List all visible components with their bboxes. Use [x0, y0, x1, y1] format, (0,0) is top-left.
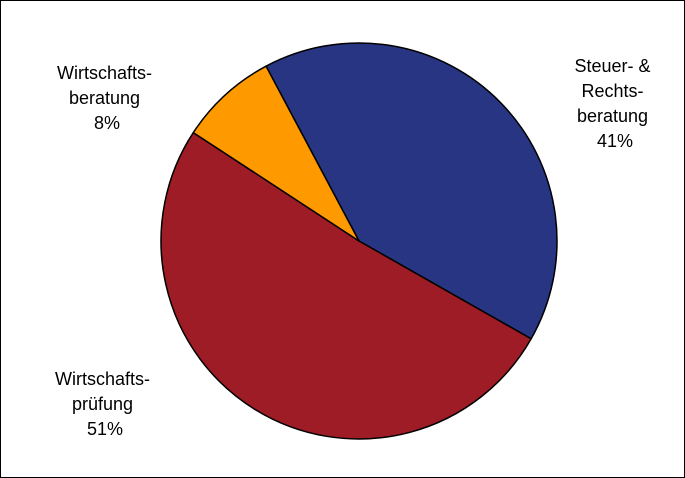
slice-wirtschaftspruefung — [160, 131, 532, 440]
pie-labels: Steuer- & Rechts- beratung 41% Wirtschaf… — [55, 56, 655, 439]
pie-slices — [160, 42, 558, 440]
slice-label-steuer: Steuer- & Rechts- beratung 41% — [574, 56, 655, 151]
slice-wirtschaftsberatung — [192, 65, 360, 242]
slice-steuer-rechtsberatung — [265, 42, 558, 340]
slice-label-wirtschaftspruefung: Wirtschafts- prüfung 51% — [55, 369, 155, 439]
slice-label-wirtschaftsberatung: Wirtschafts- beratung 8% — [57, 63, 157, 133]
